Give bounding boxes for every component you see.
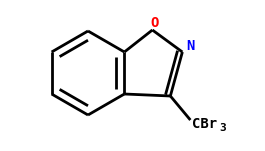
Text: O: O xyxy=(150,16,158,30)
Text: CBr: CBr xyxy=(192,117,218,131)
Text: N: N xyxy=(186,39,195,53)
Text: 3: 3 xyxy=(219,123,226,133)
